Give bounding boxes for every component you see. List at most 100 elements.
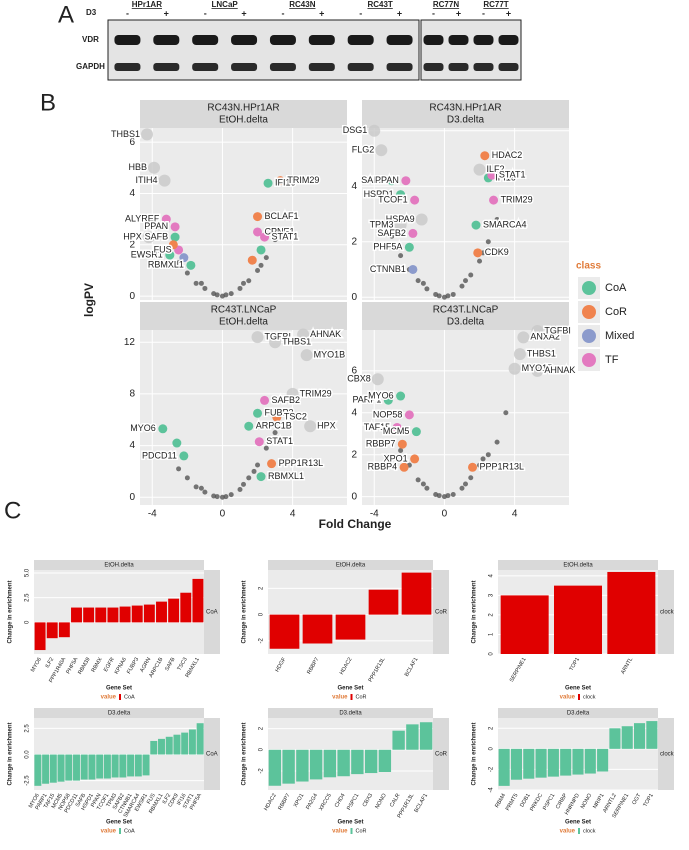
legend-swatch	[582, 281, 596, 295]
point	[253, 212, 263, 222]
background-point	[246, 278, 252, 284]
row-label: GAPDH	[76, 62, 105, 71]
point-label: STAT1	[272, 231, 299, 241]
point	[297, 328, 310, 341]
point-label: PPAN	[375, 175, 399, 185]
bar	[621, 726, 633, 749]
legend-label: CoA	[124, 828, 135, 834]
bar	[368, 589, 399, 615]
point-label: SAFB2	[377, 228, 406, 238]
condition-label: +	[397, 8, 402, 18]
band	[192, 63, 219, 71]
bar	[560, 748, 572, 776]
background-point	[459, 283, 465, 289]
x-tick-label: 0	[220, 509, 226, 520]
bar	[609, 728, 621, 749]
bar	[34, 622, 46, 651]
bar	[127, 754, 135, 777]
y-tick-label: 6	[129, 137, 135, 148]
y-tick-label: 1	[489, 632, 495, 636]
y-axis-label: Change in enrichment	[472, 580, 478, 643]
point	[260, 232, 270, 242]
point-label: HPX	[123, 231, 142, 241]
condition-label: -	[204, 8, 207, 18]
point-label: PPP1R13L	[279, 458, 324, 468]
band	[473, 35, 494, 45]
point-label: SAFB	[145, 231, 169, 241]
strip	[34, 708, 204, 718]
bar	[173, 734, 181, 755]
point-label: FLG2	[352, 145, 375, 155]
point-label: PARP1	[352, 395, 381, 405]
bar	[80, 754, 88, 780]
x-tick-label: CHD4	[334, 793, 347, 809]
point-label: RBBP4	[368, 462, 398, 472]
point	[411, 427, 421, 437]
panel-label: B	[40, 89, 56, 116]
background-point	[251, 468, 257, 474]
y-tick-label: 0	[489, 652, 495, 656]
point	[161, 214, 171, 224]
facet-subtitle: EtOH.delta	[219, 115, 268, 126]
strip	[498, 560, 658, 570]
point	[383, 395, 393, 405]
point-label: RBBP7	[366, 439, 396, 449]
background-point	[420, 481, 426, 487]
bar	[535, 748, 547, 778]
y-tick-label: 0	[25, 620, 31, 624]
bar	[547, 748, 559, 777]
band	[386, 35, 413, 45]
cell-line-label: RC43T	[367, 0, 392, 9]
background-point	[223, 494, 229, 500]
strip	[268, 560, 433, 570]
point	[394, 219, 407, 232]
background-point	[494, 439, 500, 445]
bar	[34, 754, 42, 786]
point-label: NOP58	[373, 409, 403, 419]
bar	[523, 748, 535, 779]
y-tick-label: 2	[489, 726, 495, 730]
background-point	[272, 430, 278, 436]
background-point	[228, 492, 234, 498]
point	[408, 228, 418, 238]
point-label: STAT1	[499, 170, 526, 180]
cell-line-label: RC77T	[483, 0, 508, 9]
legend-title: value	[332, 829, 348, 835]
facet-title: EtOH.delta	[336, 563, 366, 569]
point-label: CBX8	[347, 374, 371, 384]
strip	[362, 100, 569, 128]
x-tick-label: BCLAF1	[414, 793, 430, 814]
background-point	[258, 262, 264, 268]
background-point	[265, 436, 271, 442]
x-tick-label: OGT	[631, 792, 642, 806]
point	[158, 174, 171, 187]
x-tick-label: HDGF	[274, 656, 287, 673]
point-label: AHNAK	[544, 365, 575, 375]
facet-title: RC43T.LNCaP	[211, 305, 277, 316]
point-label: TPM3	[370, 219, 394, 229]
point	[172, 438, 182, 448]
y-tick-label: 3	[489, 593, 495, 597]
point	[375, 144, 388, 157]
facet-title: RC43N.HPr1AR	[207, 103, 279, 114]
bar	[58, 622, 70, 638]
background-point	[223, 292, 229, 298]
bar	[143, 604, 155, 623]
facet-title: D3.delta	[339, 711, 362, 717]
point	[141, 128, 154, 141]
bar	[584, 748, 596, 774]
x-tick-label: TOP1	[643, 793, 655, 808]
plot-area	[268, 718, 433, 790]
background-point	[241, 481, 246, 487]
bar	[554, 585, 602, 654]
bar	[131, 605, 143, 623]
y-tick-label: 5.0	[25, 568, 31, 577]
band	[498, 63, 519, 71]
point-label: DSG1	[343, 125, 368, 135]
background-point	[198, 280, 204, 286]
point	[471, 220, 481, 230]
point	[251, 331, 264, 344]
y-tick-label: 0	[489, 747, 495, 751]
point-label: XPO1	[384, 453, 408, 463]
x-tick-label: CBX3	[362, 793, 374, 808]
